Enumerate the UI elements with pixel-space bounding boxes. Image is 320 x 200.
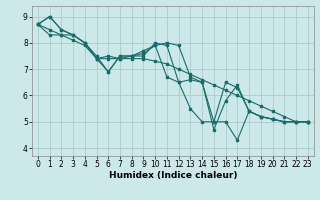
X-axis label: Humidex (Indice chaleur): Humidex (Indice chaleur) (108, 171, 237, 180)
